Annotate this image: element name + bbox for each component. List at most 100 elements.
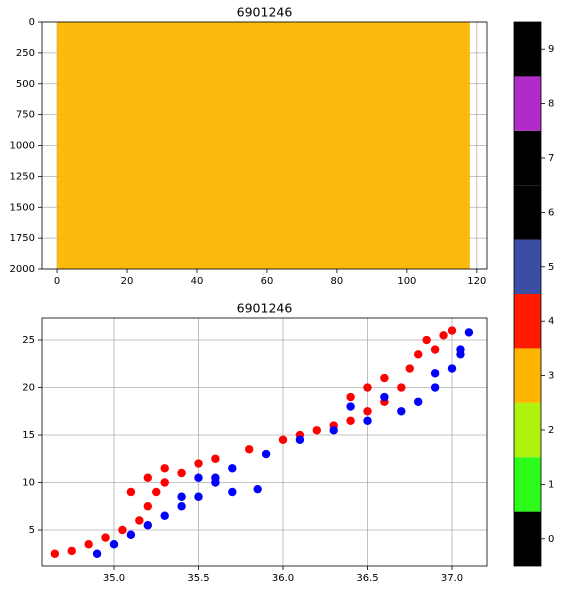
point <box>363 407 372 416</box>
point <box>414 397 423 406</box>
plot-area <box>57 22 470 269</box>
point <box>346 416 355 425</box>
point <box>261 449 271 459</box>
chart-title: 6901246 <box>237 301 293 316</box>
point <box>211 454 220 463</box>
point <box>84 540 93 549</box>
x-tick-label: 37.0 <box>441 573 463 584</box>
chart-title: 6901246 <box>237 5 293 20</box>
point <box>152 487 161 497</box>
color-band <box>514 76 541 131</box>
point <box>228 487 237 497</box>
colorbar-frame <box>513 21 542 567</box>
color-band <box>514 348 541 403</box>
color-band <box>514 22 541 77</box>
point <box>380 373 389 383</box>
y-tick-label: 25 <box>22 335 35 346</box>
colorbar-tick-label: 8 <box>548 99 554 110</box>
point <box>329 426 338 435</box>
point <box>160 478 169 487</box>
point <box>177 468 186 478</box>
plot-area <box>50 326 474 558</box>
point <box>414 350 423 359</box>
point <box>422 335 431 345</box>
point <box>447 326 457 335</box>
area <box>57 22 470 269</box>
point <box>126 487 136 497</box>
point <box>194 492 203 501</box>
point <box>194 473 203 482</box>
color-band <box>514 402 541 458</box>
x-tick-label: 120 <box>467 276 486 287</box>
point <box>253 484 262 494</box>
colorbar-tick-label: 7 <box>548 153 554 164</box>
point <box>109 540 119 549</box>
point <box>380 392 389 402</box>
y-tick-label: 0 <box>29 17 35 28</box>
point <box>143 521 152 530</box>
point <box>143 502 152 511</box>
y-tick-label: 750 <box>16 110 35 121</box>
point <box>92 549 102 558</box>
point <box>430 383 440 392</box>
y-tick-label: 1250 <box>10 171 35 182</box>
y-tick-label: 20 <box>22 383 35 394</box>
point <box>439 331 448 340</box>
point <box>67 546 76 556</box>
subplot: 35.0 35.5 36.0 36.5 37.0 5 10 15 20 25 6901246 <box>22 301 488 584</box>
y-tick-label: 1750 <box>10 233 35 244</box>
point <box>101 533 110 542</box>
subplot: 0 20 40 60 80 100 120 0 250 500 750 1000 1250 1500 175… <box>10 5 488 287</box>
point <box>228 464 237 473</box>
axes-frame <box>41 317 488 567</box>
color-band <box>514 239 541 294</box>
colorbar-tick-label: 0 <box>548 534 554 545</box>
color-band <box>514 130 541 186</box>
point <box>135 516 144 525</box>
x-tick-label: 35.5 <box>187 573 209 584</box>
point <box>346 402 355 411</box>
y-tick-label: 15 <box>22 430 35 441</box>
point <box>245 445 254 454</box>
point <box>405 364 414 373</box>
point <box>397 407 406 416</box>
x-tick-label: 20 <box>121 276 134 287</box>
x-tick-label: 36.5 <box>356 573 378 584</box>
point <box>143 473 152 482</box>
x-tick-label: 35.0 <box>103 573 125 584</box>
colorbar-tick-label: 6 <box>548 207 554 218</box>
y-tick-label: 2000 <box>10 264 35 275</box>
color-band <box>514 294 541 349</box>
point <box>177 492 186 501</box>
x-tick-label: 36.0 <box>272 573 294 584</box>
axes-frame <box>41 21 488 270</box>
point <box>126 530 136 539</box>
colorbar-tick-label: 9 <box>548 44 554 55</box>
point <box>363 416 372 425</box>
color-band <box>514 511 541 566</box>
point <box>160 511 169 520</box>
point <box>430 345 440 354</box>
x-tick-label: 40 <box>191 276 204 287</box>
y-tick-label: 250 <box>16 48 35 59</box>
point <box>194 459 203 468</box>
point <box>363 383 372 392</box>
point <box>118 525 127 535</box>
point <box>312 426 322 435</box>
x-tick-label: 60 <box>261 276 274 287</box>
point <box>160 464 169 473</box>
point <box>177 502 186 511</box>
colorbar-tick-label: 3 <box>548 371 554 382</box>
point <box>278 435 288 444</box>
colorbar-tick-label: 1 <box>548 479 554 490</box>
y-tick-label: 1500 <box>10 202 35 213</box>
point <box>295 435 305 444</box>
y-tick-label: 1000 <box>10 141 35 152</box>
y-tick-label: 5 <box>29 525 35 536</box>
y-tick-label: 500 <box>16 79 35 90</box>
point <box>430 369 440 378</box>
colorbar-tick-label: 5 <box>548 262 554 273</box>
x-tick-label: 0 <box>54 276 60 287</box>
colorbar-tick-label: 2 <box>548 425 554 436</box>
point <box>211 473 220 482</box>
